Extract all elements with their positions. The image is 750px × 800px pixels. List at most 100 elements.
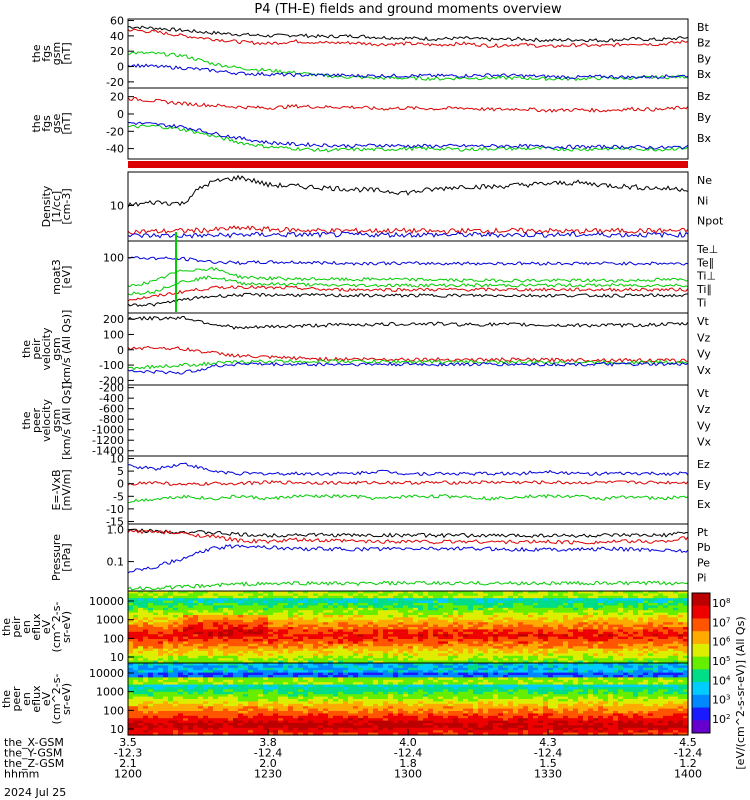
spectrogram-cell [213, 670, 219, 674]
spectrogram-cell [443, 641, 449, 645]
spectrogram-cell [653, 595, 659, 599]
spectrogram-cell [488, 627, 494, 630]
spectrogram-cell [373, 595, 379, 599]
spectrogram-cell [398, 595, 404, 599]
spectrogram-cell [498, 634, 504, 638]
spectrogram-cell [253, 651, 259, 654]
spectrogram-cell [328, 653, 334, 657]
ytick-label: 40 [110, 30, 124, 43]
spectrogram-cell [348, 667, 354, 671]
spectrogram-cell [678, 631, 684, 635]
spectrogram-cell [548, 629, 554, 633]
spectrogram-cell [638, 600, 644, 604]
spectrogram-cell [378, 624, 384, 628]
spectrogram-cell [198, 725, 204, 729]
spectrogram-cell [178, 696, 184, 700]
spectrogram-cell [328, 593, 334, 597]
spectrogram-cell [248, 711, 254, 714]
spectrogram-cell [348, 694, 354, 698]
spectrogram-cell [553, 648, 559, 652]
spectrogram-cell [173, 595, 179, 599]
spectrogram-cell [343, 723, 349, 726]
spectrogram-cell [133, 622, 139, 626]
spectrogram-cell [378, 636, 384, 640]
spectrogram-cell [373, 610, 379, 614]
spectrogram-cell [348, 655, 354, 659]
spectrogram-cell [383, 619, 389, 623]
spectrogram-cell [323, 610, 329, 614]
spectrogram-cell [273, 636, 279, 640]
spectrogram-cell [643, 660, 649, 664]
spectrogram-cell [583, 653, 589, 657]
spectrogram-cell [493, 643, 499, 647]
spectrogram-cell [453, 636, 459, 640]
spectrogram-cell [283, 624, 289, 628]
red-quality-bar [128, 161, 688, 168]
spectrogram-cell [158, 670, 164, 674]
spectrogram-cell [363, 672, 369, 676]
spectrogram-cell [263, 634, 269, 638]
spectrogram-cell [273, 658, 279, 662]
spectrogram-cell [548, 648, 554, 652]
spectrogram-cell [343, 670, 349, 674]
spectrogram-cell [273, 600, 279, 604]
spectrogram-cell [268, 687, 274, 690]
spectrogram-cell [178, 730, 184, 734]
spectrogram-cell [518, 634, 524, 638]
spectrogram-cell [373, 627, 379, 630]
spectrogram-cell [603, 607, 609, 611]
spectrogram-cell [623, 631, 629, 635]
spectrogram-cell [213, 694, 219, 698]
spectrogram-cell [643, 612, 649, 616]
panel-v_peer: VtVzVyVx-200-400-600-800-1000-1200-1400t… [20, 381, 712, 460]
spectrogram-cell [258, 639, 264, 642]
spectrogram-cell [358, 667, 364, 671]
spectrogram-cell [308, 672, 314, 676]
spectrogram-cell [653, 607, 659, 611]
spectrogram-cell [293, 727, 299, 731]
spectrogram-cell [178, 648, 184, 652]
spectrogram-cell [653, 631, 659, 635]
spectrogram-cell [158, 646, 164, 650]
spectrogram-cell [208, 667, 214, 671]
spectrogram-cell [423, 655, 429, 659]
spectrogram-cell [348, 622, 354, 626]
spectrogram-cell [563, 605, 569, 609]
spectrogram-cell [593, 651, 599, 654]
spectrogram-cell [253, 691, 259, 695]
spectrogram-cell [678, 648, 684, 652]
spectrogram-cell [173, 665, 179, 669]
spectrogram-cell [658, 627, 664, 630]
spectrogram-cell [478, 593, 484, 597]
spectrogram-cell [578, 595, 584, 599]
spectrogram-cell [248, 653, 254, 657]
spectrogram-cell [338, 615, 344, 618]
spectrogram-cell [233, 667, 239, 671]
spectrogram-cell [138, 663, 144, 666]
spectrogram-cell [218, 612, 224, 616]
spectrogram-cell [288, 605, 294, 609]
spectrogram-cell [213, 663, 219, 666]
spectrogram-cell [303, 641, 309, 645]
spectrogram-cell [183, 687, 189, 690]
spectrogram-cell [433, 634, 439, 638]
spectrogram-cell [263, 672, 269, 676]
spectrogram-cell [393, 629, 399, 633]
spectrogram-cell [338, 694, 344, 698]
spectrogram-cell [528, 595, 534, 599]
spectrogram-cell [178, 706, 184, 710]
spectrogram-cell [683, 595, 689, 599]
spectrogram-cell [223, 627, 229, 630]
spectrogram-cell [548, 595, 554, 599]
spectrogram-cell [618, 619, 624, 623]
spectrogram-cell [393, 658, 399, 662]
spectrogram-cell [408, 591, 414, 594]
spectrogram-cell [248, 687, 254, 690]
spectrogram-cell [148, 631, 154, 635]
spectrogram-cell [593, 629, 599, 633]
spectrogram-cell [278, 636, 284, 640]
spectrogram-cell [348, 634, 354, 638]
spectrogram-cell [138, 655, 144, 659]
spectrogram-cell [613, 615, 619, 618]
